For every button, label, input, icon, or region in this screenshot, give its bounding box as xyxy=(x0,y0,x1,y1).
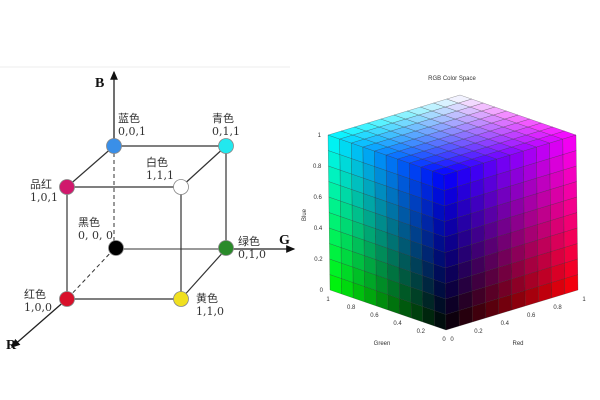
vertex-1: 青色0,1,1 xyxy=(212,111,240,154)
vertex-name: 黑色 xyxy=(78,215,100,229)
green-axis-label: Green xyxy=(374,341,391,347)
blue-tick: 0.4 xyxy=(314,226,323,232)
blue-tick: 0.8 xyxy=(313,164,322,170)
vertex-dot xyxy=(108,240,124,256)
g-axis-label: G xyxy=(279,233,290,248)
vertex-coords: 1,0,0 xyxy=(24,301,52,314)
blue-tick: 0 xyxy=(320,288,324,294)
vertex-name: 白色 xyxy=(146,155,168,169)
vertex-0: 蓝色0,0,1 xyxy=(106,111,146,154)
vertex-coords: 0,1,1 xyxy=(212,125,240,138)
red-tick: 0.8 xyxy=(553,305,562,311)
vertex-name: 红色 xyxy=(24,287,46,301)
hidden-edge-r xyxy=(66,248,115,300)
vertex-name: 品红 xyxy=(30,178,52,191)
vertex-6: 红色1,0,0 xyxy=(24,287,75,314)
red-tick: 0.4 xyxy=(501,321,510,327)
blue-tick: 1 xyxy=(318,133,322,139)
rgb-cube-diagram: B G R 蓝色0,0,1 青色0,1,1 品红1,0,1 白色1,1,1 黑色0, 0… xyxy=(6,70,296,353)
green-tick: 0.8 xyxy=(347,305,356,311)
vertex-coords: 0,0,1 xyxy=(118,125,146,138)
plot-title: RGB Color Space xyxy=(428,76,476,82)
cube-edges xyxy=(66,145,227,300)
red-tick: 0.6 xyxy=(527,313,536,319)
face-blue-one xyxy=(327,94,577,176)
green-tick: 0.2 xyxy=(417,329,426,335)
vertex-dot xyxy=(218,138,234,154)
vertex-coords: 1,0,1 xyxy=(30,191,58,204)
blue-tick: 0.2 xyxy=(314,257,323,263)
red-tick: 1 xyxy=(582,297,586,303)
vertex-dot xyxy=(59,291,75,307)
vertex-coords: 0,1,0 xyxy=(238,248,266,261)
r-axis-label: R xyxy=(6,338,17,353)
vertex-dot xyxy=(218,240,234,256)
vertex-coords: 1,1,1 xyxy=(146,169,174,182)
vertex-7: 黄色1,1,0 xyxy=(173,291,224,318)
green-tick: 1 xyxy=(326,297,330,303)
green-tick: 0.4 xyxy=(393,321,402,327)
vertex-name: 绿色 xyxy=(238,234,260,248)
green-tick: 0.6 xyxy=(370,313,379,319)
vertex-dot xyxy=(106,138,122,154)
color-cell xyxy=(445,94,473,104)
vertex-coords: 0, 0, 0 xyxy=(78,229,113,242)
red-tick: 0.2 xyxy=(474,329,483,335)
r-axis-arrow xyxy=(11,298,68,348)
green-tick: 0 xyxy=(442,337,446,343)
vertex-name: 黄色 xyxy=(196,291,218,305)
red-axis-label: Red xyxy=(512,341,523,347)
vertex-name: 青色 xyxy=(212,111,234,125)
blue-tick: 0.6 xyxy=(313,195,322,201)
vertex-dot xyxy=(173,179,189,195)
vertex-dot xyxy=(59,179,75,195)
b-axis-label: B xyxy=(95,76,104,91)
face-green-zero xyxy=(443,134,579,331)
vertex-name: 蓝色 xyxy=(118,111,140,125)
red-tick: 0 xyxy=(450,337,454,343)
vertex-3: 白色1,1,1 xyxy=(146,155,189,195)
vertex-coords: 1,1,0 xyxy=(196,305,224,318)
vertex-5: 绿色0,1,0 xyxy=(218,234,266,261)
vertex-dot xyxy=(173,291,189,307)
face-red-zero xyxy=(327,134,447,331)
vertex-2: 品红1,0,1 xyxy=(30,178,75,204)
vertex-4: 黑色0, 0, 0 xyxy=(78,215,124,256)
blue-axis-label: Blue xyxy=(302,208,308,221)
